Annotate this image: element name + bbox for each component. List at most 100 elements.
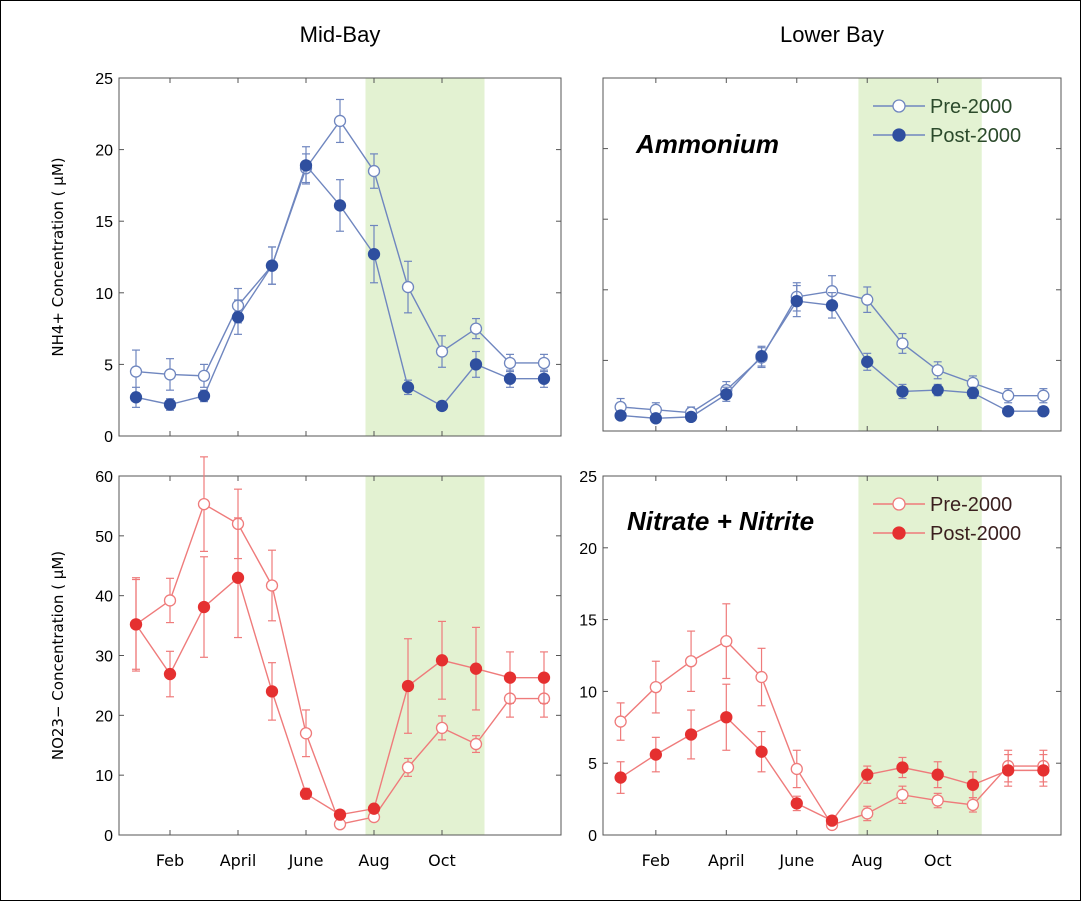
data-point (684, 410, 698, 424)
y-tick-label: 0 (104, 828, 113, 845)
data-point (435, 345, 449, 358)
data-point (755, 670, 768, 684)
data-point (163, 368, 177, 381)
y-tick-label: 30 (95, 649, 113, 666)
data-point (333, 199, 347, 212)
data-point (333, 808, 347, 821)
data-point (861, 768, 874, 781)
data-point (367, 164, 381, 178)
plot-frame (118, 475, 562, 836)
y-tick-label: 20 (95, 143, 113, 160)
data-point (435, 654, 449, 667)
y-tick-label: 10 (95, 286, 113, 303)
data-point (469, 662, 483, 675)
shaded-period (365, 78, 485, 436)
y-tick-label: 60 (95, 469, 113, 486)
legend-marker (892, 99, 906, 113)
data-point (931, 383, 944, 397)
legend: Pre-2000 Post-2000 (873, 96, 1021, 147)
data-point (537, 356, 551, 370)
data-point (1002, 389, 1015, 402)
x-tick-label: April (708, 851, 745, 870)
data-point (163, 594, 177, 607)
data-point (861, 355, 874, 368)
data-point (755, 745, 768, 758)
panel-top-left: 0 5 10 15 20 25 Mid-Bay NH4+ Concentration ( μM… (49, 22, 562, 446)
data-point (129, 391, 143, 404)
data-point (401, 280, 415, 294)
data-point (649, 680, 662, 694)
data-point (401, 761, 415, 774)
legend-marker (892, 128, 906, 142)
data-point (966, 778, 980, 791)
x-tick-label: Oct (924, 851, 952, 870)
data-point (197, 389, 211, 403)
y-tick-label: 25 (579, 469, 597, 486)
panel-annotation: Nitrate + Nitrite (627, 506, 814, 536)
data-point (896, 337, 909, 350)
legend-entry: Pre-2000 (930, 96, 1012, 118)
data-point (503, 356, 517, 370)
data-point (649, 748, 662, 761)
data-point (503, 671, 517, 684)
legend-entry: Pre-2000 (930, 494, 1012, 516)
data-point (896, 788, 909, 801)
data-point (931, 364, 944, 377)
panel-top-right: Lower Bay Ammonium Pre-2000 Post-2000 (602, 22, 1062, 432)
legend-entry: Post-2000 (930, 125, 1021, 147)
y-axis-label: NO23− Concentration ( μM) (49, 551, 67, 760)
data-point (790, 294, 803, 308)
data-point (1037, 764, 1050, 777)
data-point (825, 814, 839, 827)
data-point (129, 618, 143, 631)
data-point (720, 388, 733, 401)
data-point (931, 794, 944, 807)
data-point (299, 159, 313, 172)
data-point (435, 399, 449, 413)
data-point (790, 797, 803, 810)
series-pre-2000 (129, 98, 551, 394)
data-point (825, 299, 839, 312)
data-point (537, 671, 551, 684)
data-point (299, 787, 313, 800)
panel-bottom-right: 0 5 10 15 20 25 Feb April June Aug Oct Nitrate + Ni… (579, 469, 1062, 870)
data-point (861, 807, 874, 820)
data-point (197, 497, 211, 511)
data-point (265, 685, 279, 698)
data-point (197, 369, 211, 383)
data-point (435, 721, 449, 735)
y-tick-label: 50 (95, 529, 113, 546)
data-point (231, 571, 245, 584)
plot-frame (118, 77, 562, 437)
x-tick-label: April (220, 851, 257, 870)
legend: Pre-2000 Post-2000 (873, 494, 1021, 545)
x-tick-label: Aug (852, 851, 883, 870)
data-point (367, 802, 381, 815)
y-tick-label: 0 (104, 429, 113, 446)
series-pre-2000 (614, 603, 1050, 832)
x-tick-label: June (778, 851, 814, 870)
data-point (265, 259, 279, 272)
series-post-2000 (614, 284, 1050, 425)
x-tick-label: Feb (156, 851, 184, 870)
legend-marker (892, 497, 906, 511)
column-title: Mid-Bay (300, 22, 381, 47)
data-point (333, 114, 347, 128)
x-tick-label: June (288, 851, 324, 870)
panel-bottom-left: 0 10 20 30 40 50 60 Feb April June Aug Oct NO23− Con… (49, 456, 562, 870)
data-point (966, 798, 980, 811)
shaded-period (365, 476, 485, 835)
series-post-2000 (129, 517, 551, 821)
y-tick-label: 40 (95, 589, 113, 606)
legend-marker (892, 526, 906, 540)
plot-frame (602, 475, 1062, 836)
data-point (614, 771, 627, 784)
data-point (469, 737, 483, 751)
y-tick-label: 20 (95, 708, 113, 725)
y-tick-label: 15 (95, 214, 113, 231)
data-point (537, 372, 551, 385)
data-point (367, 247, 381, 261)
data-point (790, 762, 803, 776)
data-point (720, 711, 733, 724)
